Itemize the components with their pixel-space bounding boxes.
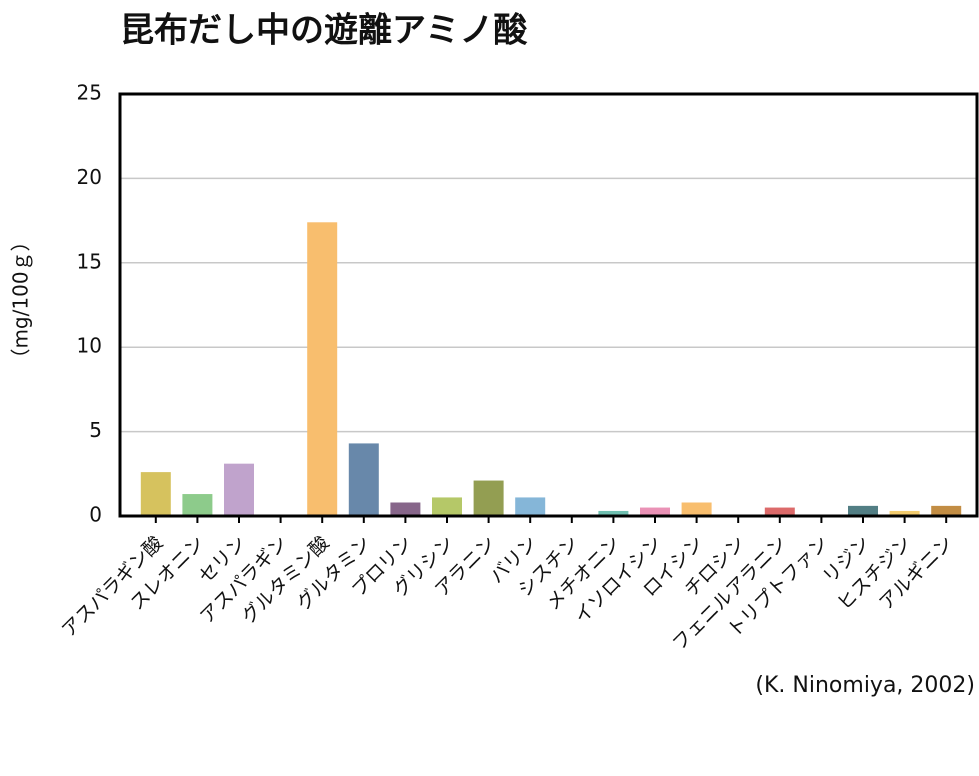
bar (307, 222, 338, 516)
y-tick-label: 15 (77, 249, 102, 273)
y-tick-label: 25 (77, 81, 102, 105)
bar (348, 443, 379, 516)
bar (515, 497, 546, 516)
bar (140, 472, 171, 516)
bar (390, 502, 421, 516)
y-axis-label: （mg/100ｇ） (9, 231, 33, 368)
bar (848, 505, 878, 516)
bar (931, 505, 962, 516)
bar (889, 510, 920, 516)
y-tick-label: 0 (89, 503, 102, 527)
chart-title: 昆布だし中の遊離アミノ酸 (120, 11, 528, 51)
source-note: (K. Ninomiya, 2002) (755, 673, 975, 698)
bar (681, 502, 712, 516)
y-tick-label: 20 (77, 165, 102, 189)
y-tick-label: 5 (89, 418, 102, 442)
bar (432, 497, 462, 516)
bar (764, 507, 795, 516)
y-tick-label: 10 (77, 334, 102, 358)
bar (640, 507, 670, 516)
bar (224, 463, 254, 516)
bar (598, 510, 629, 516)
plot-frame (118, 92, 979, 518)
bar (182, 494, 213, 516)
bar (473, 480, 504, 516)
